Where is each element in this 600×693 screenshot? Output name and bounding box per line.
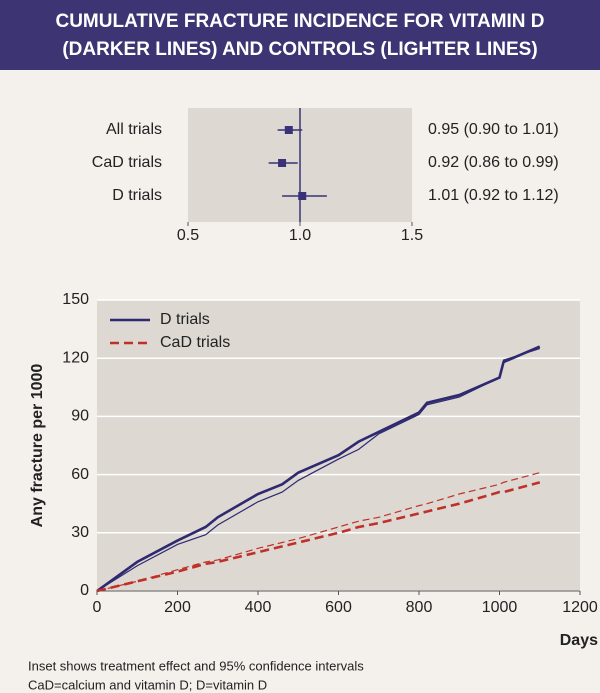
y-tick-label: 150: [62, 291, 89, 308]
y-tick-label: 90: [71, 408, 89, 425]
note: Inset shows treatment effect and 95% con…: [28, 658, 364, 673]
title: (DARKER LINES) AND CONTROLS (LIGHTER LIN…: [62, 39, 537, 60]
category-label: D trials: [112, 187, 162, 204]
category-label: All trials: [106, 121, 162, 138]
value-label: 0.92 (0.86 to 0.99): [428, 154, 559, 171]
legend-label: CaD trials: [160, 334, 230, 351]
y-axis-label: Any fracture per 1000: [29, 364, 46, 528]
treatment-line: [96, 481, 541, 593]
y-tick-label: 120: [62, 349, 89, 366]
y-tick-label: 30: [71, 524, 89, 541]
y-tick-label: 0: [80, 582, 89, 599]
legend-label: D trials: [160, 311, 210, 328]
x-tick-label: 400: [245, 599, 272, 616]
x-tick-label: 1200: [562, 599, 598, 616]
note: CaD=calcium and vitamin D; D=vitamin D: [28, 677, 267, 692]
x-tick-label: 1.5: [401, 227, 423, 244]
value-label: 0.95 (0.90 to 1.01): [428, 121, 559, 138]
control-line: [96, 472, 540, 592]
plot-area: [97, 300, 580, 591]
estimate-marker: [298, 192, 307, 200]
x-tick-label: 0: [93, 599, 102, 616]
x-tick-label: 1000: [482, 599, 518, 616]
title-banner: [0, 0, 600, 70]
treatment-line: [96, 345, 541, 593]
x-axis-label: Days: [560, 632, 598, 649]
value-label: 1.01 (0.92 to 1.12): [428, 187, 559, 204]
x-tick-label: 600: [325, 599, 352, 616]
category-label: CaD trials: [92, 154, 162, 171]
x-tick-label: 1.0: [289, 227, 311, 244]
x-tick-label: 800: [406, 599, 433, 616]
x-tick-label: 200: [164, 599, 191, 616]
estimate-marker: [278, 159, 287, 167]
y-tick-label: 60: [71, 466, 89, 483]
title: CUMULATIVE FRACTURE INCIDENCE FOR VITAMI…: [55, 11, 544, 32]
x-tick-label: 0.5: [177, 227, 199, 244]
estimate-marker: [284, 126, 293, 134]
